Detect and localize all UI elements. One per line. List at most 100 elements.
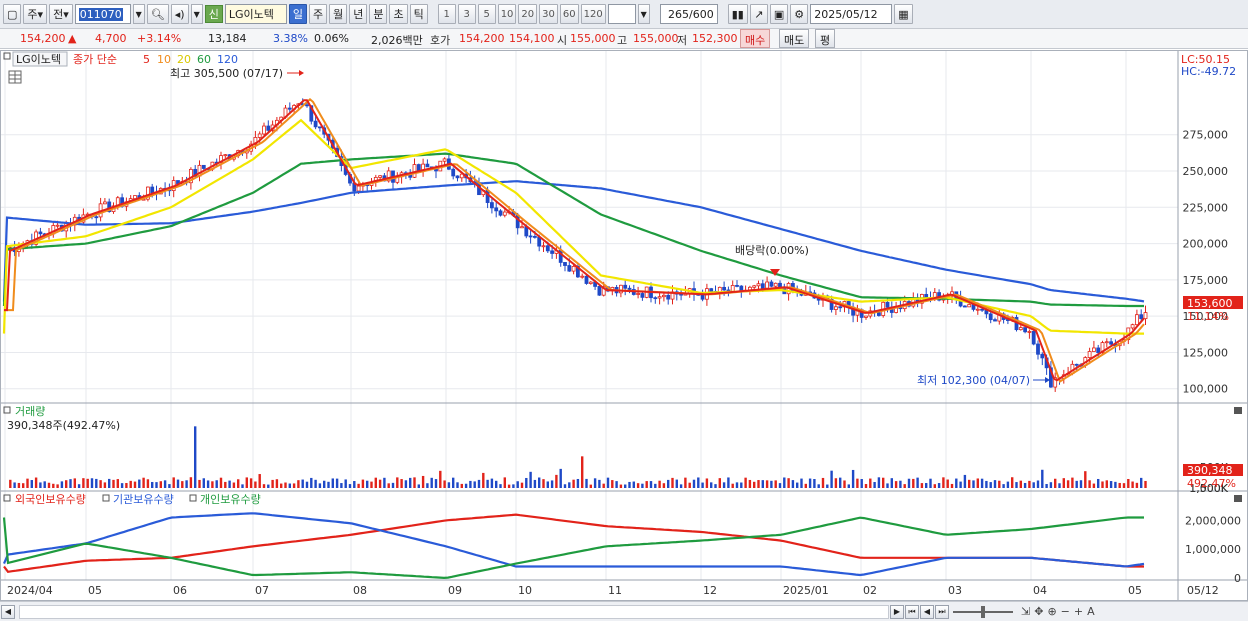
volume-bar [194,426,197,488]
low-label: 저 [677,34,688,47]
stock-code-value: 011070 [78,7,123,21]
date-input[interactable]: 2025/05/12 [810,4,893,24]
interval-button[interactable]: 20 [518,4,538,24]
institution-toggle-icon[interactable] [102,494,110,502]
volume-bar [482,472,485,488]
zoom-slider-thumb[interactable] [981,605,985,618]
zoom-slider[interactable] [953,605,1013,618]
volume-bar [998,480,1001,488]
period-label: 년 [353,8,364,21]
volume-bar [189,477,193,488]
interval-button[interactable]: 5 [477,4,496,24]
minus-icon[interactable]: − [1060,605,1070,618]
candle-body [765,281,769,289]
interval-button[interactable]: 60 [559,4,579,24]
period-week-button[interactable]: 주 [308,4,328,24]
individual-toggle-icon[interactable] [189,494,197,502]
volume-bar [675,479,678,488]
holdings-toggle-icon[interactable] [3,494,11,502]
period-tick-button[interactable]: 틱 [409,4,428,24]
panel-toggle-icon[interactable] [3,52,11,60]
low-price: 152,300 [692,32,738,45]
crosshair-icon[interactable]: ✥ [1034,605,1044,618]
holdings-tick-label: 1,000,000 [1185,543,1241,556]
volume-bar [168,484,171,488]
candle-body [752,285,757,288]
volume-bar [26,478,29,488]
calendar-icon[interactable]: ▦ [894,4,913,24]
prev-button[interactable]: 전 ▾ [49,4,73,24]
volume-bar [39,482,42,488]
plus-icon[interactable]: + [1073,605,1084,618]
horizontal-scrollbar[interactable] [19,604,889,619]
volume-bar [559,468,562,488]
volume-bar [985,480,988,488]
volume-bar [404,480,408,488]
bar-count-field[interactable]: 265/600 [659,4,718,24]
chart-svg[interactable]: LG이노텍 종가 단순 5 10 20 60 120 최고 305,500 (0… [1,51,1247,600]
candle-body [223,154,228,157]
bar-total-value: /600 [689,7,714,21]
save-icon[interactable]: ▣ [769,4,789,24]
text-tool-icon[interactable]: A [1087,605,1095,618]
next-page-icon[interactable]: ⏭ [935,604,949,619]
sell-button[interactable]: 매도 [779,29,810,48]
volume-bar [735,482,739,488]
scroll-right-icon[interactable]: ▶ [890,604,904,619]
interval-button[interactable]: 3 [457,4,476,24]
credit-badge: 신 [204,5,223,23]
volume-bar [1058,483,1061,488]
search-icon[interactable]: 🔍︎ [146,4,169,24]
interval-dropdown-icon[interactable]: ▼ [637,4,650,24]
window-icon[interactable]: ▢ [3,4,22,24]
period-second-button[interactable]: 초 [389,4,408,24]
stock-code-input[interactable]: 011070 [74,4,131,24]
holdings-lines [2,512,1145,580]
draw-tool-icon[interactable]: ↗ [749,4,768,24]
volume-bar [185,480,188,488]
volume-bar [159,481,162,488]
candle-body [386,170,391,182]
interval-button[interactable]: 1 [437,4,456,24]
period-year-button[interactable]: 년 [349,4,368,24]
speaker-icon[interactable]: ◂) [170,4,189,24]
volume-close-icon[interactable] [1234,407,1242,414]
volume-bar [912,478,915,488]
x-axis-label: 09 [448,584,462,597]
gear-icon[interactable]: ⚙ [790,4,809,24]
type-select[interactable]: 주 ▾ [23,4,48,24]
interval-button[interactable]: 10 [497,4,517,24]
volume-bar [701,482,704,488]
interval-button[interactable]: 120 [580,4,606,24]
volume-bar [439,470,442,488]
volume-bar [43,481,46,488]
period-month-button[interactable]: 월 [329,4,348,24]
candle-body [1074,363,1079,366]
magnify-icon[interactable]: ⊕ [1047,605,1057,618]
first-page-icon[interactable]: ⏮ [905,604,919,619]
candle-body [416,164,421,171]
volume-bar [206,480,210,488]
candle-body [145,186,150,200]
volume-bar [864,484,868,488]
candle-body [498,210,503,216]
eval-button[interactable]: 평 [815,29,836,48]
tool-icon[interactable]: ⇲ [1021,605,1031,618]
candle-body [662,294,666,298]
interval-custom-input[interactable] [607,4,636,24]
volume-bar [843,480,846,488]
code-dropdown-icon[interactable]: ▼ [132,4,145,24]
chart-area[interactable]: LG이노텍 종가 단순 5 10 20 60 120 최고 305,500 (0… [0,50,1248,601]
candle-settings-icon[interactable]: ▮▮ [727,4,748,24]
buy-button[interactable]: 매수 [740,29,771,48]
period-day-button[interactable]: 일 [288,4,307,24]
speaker-dropdown-icon[interactable]: ▼ [190,4,203,24]
holdings-close-icon[interactable] [1234,495,1242,502]
volume-bar [684,477,687,488]
volume-toggle-icon[interactable] [3,406,11,414]
scroll-left-icon[interactable]: ◀ [1,604,15,619]
stock-name-field[interactable]: LG이노텍 [224,4,287,24]
period-minute-button[interactable]: 분 [369,4,388,24]
interval-button[interactable]: 30 [539,4,558,24]
prev-page-icon[interactable]: ◀ [920,604,934,619]
